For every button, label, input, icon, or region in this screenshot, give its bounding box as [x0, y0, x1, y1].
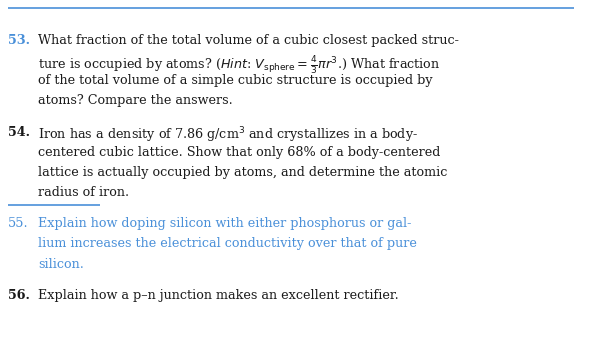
Text: lium increases the electrical conductivity over that of pure: lium increases the electrical conductivi… — [38, 237, 417, 251]
Text: What fraction of the total volume of a cubic closest packed struc-: What fraction of the total volume of a c… — [38, 34, 459, 47]
Text: 53.: 53. — [8, 34, 30, 47]
Text: centered cubic lattice. Show that only 68% of a body-centered: centered cubic lattice. Show that only 6… — [38, 146, 440, 159]
Text: Iron has a density of 7.86 g/cm$^3$ and crystallizes in a body-: Iron has a density of 7.86 g/cm$^3$ and … — [38, 126, 418, 145]
Text: Explain how a p–n junction makes an excellent rectifier.: Explain how a p–n junction makes an exce… — [38, 289, 399, 302]
Text: Explain how doping silicon with either phosphorus or gal-: Explain how doping silicon with either p… — [38, 217, 412, 230]
Text: lattice is actually occupied by atoms, and determine the atomic: lattice is actually occupied by atoms, a… — [38, 166, 448, 179]
Text: of the total volume of a simple cubic structure is occupied by: of the total volume of a simple cubic st… — [38, 74, 433, 87]
Text: 56.: 56. — [8, 289, 30, 302]
Text: radius of iron.: radius of iron. — [38, 186, 129, 199]
Text: 54.: 54. — [8, 126, 30, 139]
Text: atoms? Compare the answers.: atoms? Compare the answers. — [38, 94, 233, 108]
Text: ture is occupied by atoms? ($\mathit{Hint}$: $V_{\mathrm{sphere}} = \frac{4}{3}\: ture is occupied by atoms? ($\mathit{Hin… — [38, 54, 440, 76]
Text: 55.: 55. — [8, 217, 29, 230]
Text: silicon.: silicon. — [38, 258, 84, 271]
